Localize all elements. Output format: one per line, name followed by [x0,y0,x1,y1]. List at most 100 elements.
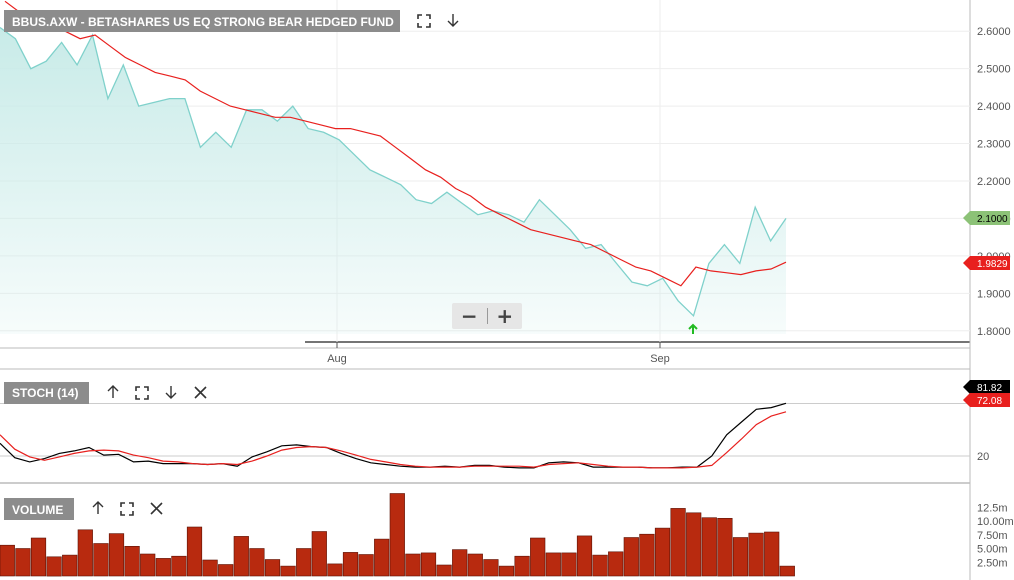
volume-bar [171,555,187,577]
volume-bar [514,555,530,577]
volume-bar [670,508,686,577]
volume-bar [576,535,593,577]
volume-bar [186,526,203,577]
price-tick-label: 1.9000 [977,288,1011,300]
volume-bar [327,563,343,577]
volume-tick-label: 2.50m [977,557,1008,569]
volume-bar [77,529,93,577]
price-area [0,27,786,334]
main-title: BBUS.AXW - BETASHARES US EQ STRONG BEAR … [12,15,394,29]
volume-bar [623,537,639,577]
volume-bar [436,564,452,577]
close-icon[interactable] [194,386,207,399]
volume-bar [155,558,171,577]
volume-bar [249,548,265,577]
expand-icon[interactable] [417,14,431,28]
volume-bar [46,556,62,577]
stoch-d-badge-label: 72.08 [977,396,1002,407]
buy-signal-arrow-icon [688,323,698,334]
volume-bar [717,517,733,577]
volume-bar [748,532,764,577]
last-price-badge-label: 2.1000 [977,214,1008,225]
expand-icon[interactable] [135,386,149,400]
volume-title: VOLUME [12,503,63,517]
volume-bar [467,553,483,577]
volume-bar [732,537,749,577]
volume-bar [654,527,671,577]
expand-icon[interactable] [120,502,134,516]
price-layer [0,0,787,334]
arrow-down-icon[interactable] [165,386,177,399]
stoch-tick-label: 20 [977,451,989,463]
volume-tick-label: 12.5m [977,502,1008,514]
volume-bar [561,552,577,577]
main-title-box[interactable]: BBUS.AXW - BETASHARES US EQ STRONG BEAR … [4,10,400,32]
stoch-d-badge: 72.08 [963,393,1010,407]
volume-layer [0,493,795,577]
stoch-title-box[interactable]: STOCH (14) [4,382,89,404]
volume-bar [296,548,312,577]
month-label: Sep [650,353,670,365]
price-tick-label: 2.5000 [977,64,1011,76]
price-tick-label: 1.8000 [977,326,1011,338]
volume-bar [779,565,795,577]
month-label: Aug [327,353,347,365]
close-icon[interactable] [150,502,163,515]
volume-bar [358,554,374,577]
moving-average-line [4,0,787,287]
volume-bar [15,548,31,577]
volume-bar [30,537,47,577]
stoch-k-badge: 81.82 [963,380,1010,394]
volume-tick-label: 5.00m [977,544,1008,556]
volume-bar [218,564,234,577]
stoch-title: STOCH (14) [12,386,78,400]
panel-separators [0,0,971,580]
volume-bar [608,551,624,577]
price-line [0,26,787,318]
volume-bar [342,552,359,577]
ma-badge: 1.9829 [963,256,1010,270]
volume-bar [140,553,156,577]
volume-bar [701,517,717,577]
volume-bar [264,559,281,577]
ma-badge-label: 1.9829 [977,259,1008,270]
price-tick-label: 2.3000 [977,139,1011,151]
stoch-k-line [0,402,787,469]
volume-bar [530,537,546,577]
price-tick-label: 2.4000 [977,101,1011,113]
volume-bar [280,565,296,577]
volume-bar [483,559,499,577]
zoom-in-button[interactable]: + [496,304,514,328]
arrow-up-icon[interactable] [92,501,104,514]
volume-bar [311,531,327,577]
volume-bar [233,536,249,577]
stoch-k-badge-label: 81.82 [977,383,1002,394]
volume-bar [389,493,405,577]
volume-bar [639,533,655,577]
volume-bar [686,512,702,577]
price-tick-label: 2.6000 [977,26,1011,38]
volume-bar [420,552,437,577]
arrow-down-icon[interactable] [447,14,459,27]
volume-bar [452,549,468,577]
volume-tick-label: 10.00m [977,516,1014,528]
stoch-d-line [0,411,787,469]
volume-title-box[interactable]: VOLUME [4,498,74,520]
last-price-badge: 2.1000 [963,211,1010,225]
volume-bar [374,538,390,577]
zoom-divider [486,308,488,324]
arrow-up-icon[interactable] [107,385,119,398]
volume-bar [108,533,125,577]
volume-tick-label: 7.50m [977,530,1008,542]
zoom-out-button[interactable]: − [460,304,478,328]
price-tick-label: 2.2000 [977,176,1011,188]
volume-bar [124,545,140,577]
volume-bar [498,565,515,577]
volume-bar [764,531,780,577]
volume-bar [62,554,78,577]
volume-bar [592,554,608,577]
volume-bar [202,559,218,577]
volume-bar [405,553,421,577]
stoch-layer [0,402,970,469]
